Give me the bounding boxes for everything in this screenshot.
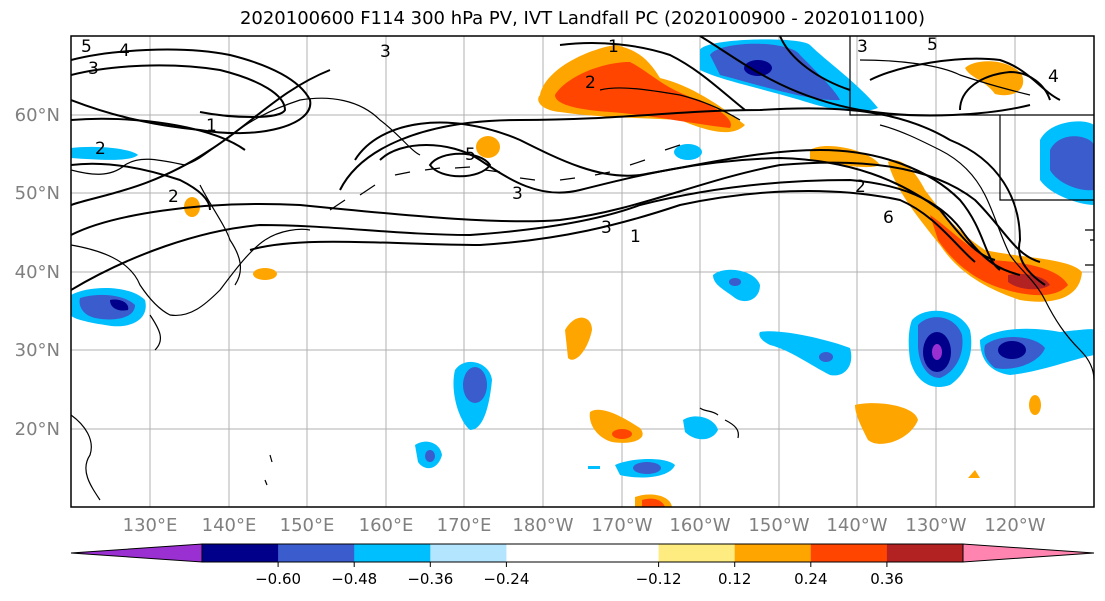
- lat-label: 60°N: [15, 105, 60, 126]
- colorbar-tick-label: −0.12: [636, 570, 682, 588]
- colorbar-segment: [582, 544, 660, 562]
- contour-label: 1: [206, 116, 217, 136]
- colorbar-segment: [886, 544, 964, 562]
- colorbar-segment: [658, 544, 736, 562]
- colorbar-segment: [430, 544, 507, 562]
- contour-label: 5: [81, 37, 92, 57]
- map-content: 5 4 3 3 1 2 2 1 5 3 3 1 2 3 5 4 2 6: [71, 35, 1094, 507]
- lat-label: 50°N: [15, 183, 60, 204]
- colorbar-tick-label: −0.48: [331, 570, 377, 588]
- contour-label: 3: [601, 218, 612, 238]
- colorbar-segment: [278, 544, 355, 562]
- colorbar-segment: [202, 544, 279, 562]
- colorbar-extend-max: [962, 543, 1095, 563]
- contour-labels: 5 4 3 3 1 2 2 1 5 3 3 1 2 3 5 4 2 6: [81, 35, 1059, 247]
- lat-labels: 60°N 50°N 40°N 30°N 20°N: [15, 105, 60, 440]
- colorbar-tick-label: −0.24: [483, 570, 529, 588]
- lon-label: 150°E: [280, 515, 335, 536]
- lon-label: 140°W: [826, 515, 887, 536]
- lat-label: 40°N: [15, 262, 60, 283]
- lat-label: 30°N: [15, 340, 60, 361]
- pv-contours: [71, 36, 1061, 291]
- map-title: 2020100600 F114 300 hPa PV, IVT Landfall…: [239, 8, 926, 29]
- map-frame: [70, 35, 1095, 508]
- colorbar-tick-label: 0.36: [870, 570, 903, 588]
- lon-label: 170°W: [591, 515, 652, 536]
- contour-label: 6: [883, 208, 894, 228]
- contour-label: 1: [608, 37, 619, 57]
- contour-label: 5: [465, 145, 476, 165]
- lon-label: 160°W: [669, 515, 730, 536]
- contour-label: 2: [95, 139, 106, 159]
- lon-label: 130°W: [905, 515, 966, 536]
- lon-label: 140°E: [202, 515, 257, 536]
- colorbar-frame: [201, 543, 964, 563]
- lon-label: 180°W: [512, 515, 573, 536]
- lon-label: 130°E: [123, 515, 178, 536]
- colorbar-tick-label: −0.36: [407, 570, 453, 588]
- colorbar-segment: [506, 544, 583, 562]
- lon-labels: 130°E 140°E 150°E 160°E 170°E 180°W 170°…: [123, 515, 1046, 536]
- lon-label: 150°W: [748, 515, 809, 536]
- coastlines: [71, 36, 1094, 501]
- colorbar: −0.60 −0.48 −0.36 −0.24 −0.12 0.12 0.24 0.36: [70, 543, 1095, 588]
- colorbar-tick-label: 0.12: [718, 570, 751, 588]
- contour-label: 2: [855, 177, 866, 197]
- contour-label: 2: [585, 73, 596, 93]
- contour-label: 3: [380, 42, 391, 62]
- contour-label: 4: [1048, 67, 1059, 87]
- ivt-shading: [71, 39, 1094, 507]
- contour-label: 1: [630, 227, 641, 247]
- colorbar-tick-label: 0.24: [794, 570, 827, 588]
- colorbar-segment: [354, 544, 431, 562]
- contour-label: 4: [119, 41, 130, 61]
- colorbar-tick-label: −0.60: [255, 570, 301, 588]
- colorbar-segment: [810, 544, 888, 562]
- lon-label: 160°E: [359, 515, 414, 536]
- contour-label: 3: [88, 59, 99, 79]
- lat-label: 20°N: [15, 419, 60, 440]
- contour-label: 5: [927, 35, 938, 55]
- contour-label: 2: [168, 187, 179, 207]
- lon-label: 120°W: [984, 515, 1045, 536]
- colorbar-extend-min: [70, 543, 203, 563]
- colorbar-segment: [734, 544, 812, 562]
- lon-label: 170°E: [437, 515, 492, 536]
- contour-label: 3: [857, 37, 868, 57]
- contour-label: 3: [512, 184, 523, 204]
